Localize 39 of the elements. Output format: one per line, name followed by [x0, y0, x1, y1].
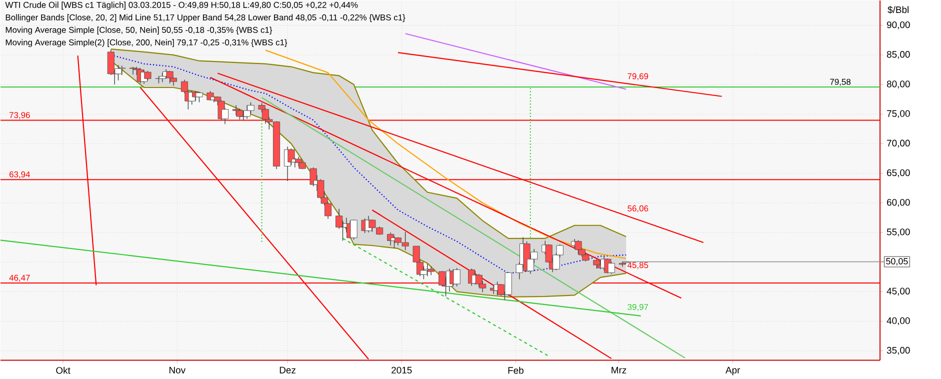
annotation: Moving Average Simple(2) [Close, 200, Nein] 79,17 -0,25 -0,31% {WBS c1} [6, 39, 288, 47]
x-tick-label: Dez [280, 366, 296, 374]
x-tick-label: 2015 [392, 366, 412, 374]
chart-title: WTI Crude Oil [WBS c1 Täglich] 03.03.2015 - O:49,89 H:50,18 L:49,80 C:50,05 +0,22 +0,44% [5, 2, 358, 10]
y-tick-label: 45,00 [886, 288, 910, 296]
series-label: 45,85 [628, 262, 648, 269]
y-tick-label: 65,00 [887, 169, 910, 178]
ref-line-label: 73,96 [9, 112, 30, 119]
series-label: 56,06 [628, 205, 648, 212]
y-tick-label: 90,00 [886, 21, 910, 30]
annotation: 79,58 [830, 78, 851, 86]
candlestick [350, 218, 358, 240]
ref-line-label: 63,94 [9, 171, 30, 178]
candlestick [295, 156, 302, 166]
annotation: 50,05 [886, 258, 908, 266]
line-series [110, 48, 627, 239]
y-tick-label: 85,00 [886, 50, 910, 59]
y-tick-label: 80,00 [886, 80, 910, 88]
ref-line-label: 46,47 [9, 274, 30, 282]
x-tick-label: Mrz [612, 366, 626, 374]
x-tick-label: Apr [725, 366, 740, 376]
annotation: Moving Average Simple [Close, 50, Nein] 50,55 -0,18 -0,35% {WBS c1} [6, 26, 272, 34]
line-series [264, 50, 627, 259]
candlestick [574, 240, 582, 255]
series-label: 39,97 [628, 304, 648, 311]
y-tick-label: 40,00 [886, 317, 910, 326]
y-tick-label: 60,00 [887, 198, 910, 207]
x-tick-label: Nov [170, 366, 186, 374]
y-tick-label: 35,00 [886, 346, 910, 355]
y-tick-label: 70,00 [887, 140, 910, 148]
y-axis-title: $/Bbl [888, 6, 908, 14]
y-tick-label: 75,00 [887, 110, 910, 118]
x-tick-label: Okt [56, 366, 70, 374]
y-tick-label: 55,00 [886, 228, 910, 236]
x-tick-label: Feb [508, 366, 524, 374]
candlestick [144, 70, 152, 81]
series-label: 79,69 [628, 73, 648, 80]
candlestick [608, 262, 615, 274]
annotation: Bollinger Bands [Close, 20, 2] Mid Line 51,17 Upper Band 54,28 Lower Band 48,05 -0,11 -0,22% {WBS c1} [6, 14, 406, 22]
